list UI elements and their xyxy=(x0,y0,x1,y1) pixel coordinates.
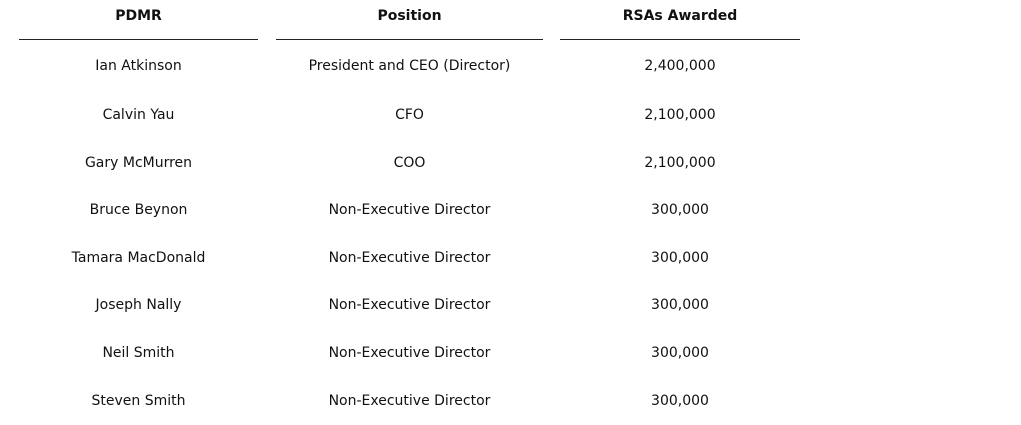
cell-rsas-awarded: 300,000 xyxy=(651,392,709,409)
cell-pdmr: Calvin Yau xyxy=(102,107,175,123)
cell-rsas-awarded: 2,100,000 xyxy=(644,107,716,123)
cell-position: COO xyxy=(393,154,426,171)
cell-rsas-awarded: 2,100,000 xyxy=(644,154,716,171)
header-rsas-awarded: RSAs Awarded xyxy=(560,0,800,40)
cell-position: Non-Executive Director xyxy=(328,202,491,219)
cell-pdmr: Steven Smith xyxy=(91,392,186,409)
cell-pdmr: Ian Atkinson xyxy=(95,58,182,74)
cell-position: Non-Executive Director xyxy=(328,392,491,409)
table-row: Ian Atkinson President and CEO (Director… xyxy=(19,40,800,92)
table-row: Steven Smith Non-Executive Director 300,… xyxy=(19,378,800,425)
cell-position: President and CEO (Director) xyxy=(308,58,511,74)
table-row: Calvin Yau CFO 2,100,000 xyxy=(19,92,800,140)
cell-position: Non-Executive Director xyxy=(328,249,491,266)
cell-rsas-awarded: 300,000 xyxy=(651,297,709,314)
table-row: Gary McMurren COO 2,100,000 xyxy=(19,140,800,188)
cell-pdmr: Bruce Beynon xyxy=(89,202,188,219)
cell-pdmr: Neil Smith xyxy=(102,344,175,361)
cell-rsas-awarded: 300,000 xyxy=(651,202,709,219)
cell-pdmr: Gary McMurren xyxy=(84,154,193,171)
table-header-row: PDMR Position RSAs Awarded xyxy=(19,0,800,40)
header-gap xyxy=(258,0,276,40)
cell-rsas-awarded: 300,000 xyxy=(651,344,709,361)
cell-position: CFO xyxy=(395,107,424,123)
table-row: Neil Smith Non-Executive Director 300,00… xyxy=(19,330,800,378)
pdmr-rsa-table: PDMR Position RSAs Awarded Ian Atkinson … xyxy=(19,0,800,425)
cell-position: Non-Executive Director xyxy=(328,344,491,361)
table-row: Joseph Nally Non-Executive Director 300,… xyxy=(19,282,800,330)
cell-position: Non-Executive Director xyxy=(328,297,491,314)
header-pdmr: PDMR xyxy=(19,0,258,40)
cell-rsas-awarded: 300,000 xyxy=(651,249,709,266)
cell-pdmr: Tamara MacDonald xyxy=(71,249,206,266)
table-row: Tamara MacDonald Non-Executive Director … xyxy=(19,235,800,283)
cell-rsas-awarded: 2,400,000 xyxy=(644,58,716,74)
header-gap xyxy=(543,0,560,40)
header-position: Position xyxy=(276,0,543,40)
cell-pdmr: Joseph Nally xyxy=(95,297,182,314)
table-row: Bruce Beynon Non-Executive Director 300,… xyxy=(19,187,800,235)
